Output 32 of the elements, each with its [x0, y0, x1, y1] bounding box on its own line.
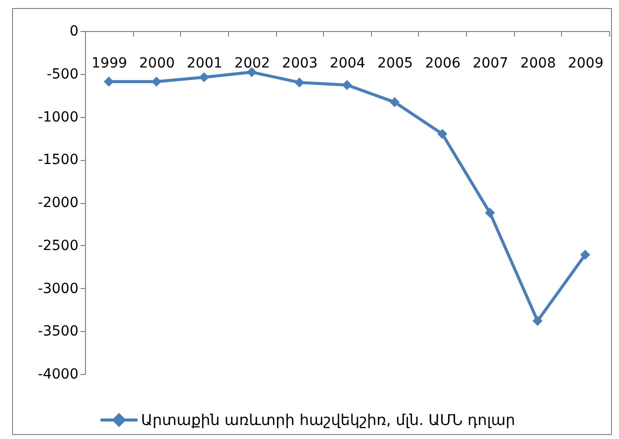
y-tick-label: -1000 [38, 109, 78, 126]
point [199, 72, 210, 82]
legend-label: Արտաքին առևտրի հաշվեկշիռ, մլն. ԱՄՆ դոլար [141, 411, 516, 429]
x-tick-label: 2007 [472, 56, 508, 72]
point [104, 76, 114, 87]
point [532, 316, 543, 326]
x-tick-label: 2004 [330, 56, 366, 72]
y-tick-label: -1500 [38, 152, 78, 168]
x-tick-label: 2008 [520, 56, 556, 72]
x-tick-label: 1999 [92, 56, 128, 72]
point [437, 128, 448, 139]
x-tick-label: 2006 [424, 56, 461, 72]
y-tick-label: -4000 [38, 366, 78, 382]
y-tick-label: -2500 [38, 238, 78, 254]
point [246, 67, 257, 78]
x-tick-label: 2001 [186, 56, 222, 72]
point [294, 77, 304, 88]
point [484, 208, 495, 218]
x-tick-label: 2002 [234, 56, 270, 72]
x-tick-label: 2009 [568, 56, 604, 72]
y-tick-label: -3500 [38, 324, 78, 340]
point [151, 76, 162, 87]
x-tick-label: 2005 [377, 56, 413, 72]
x-tick-label: 2003 [282, 56, 318, 72]
y-tick-label: -3000 [38, 280, 78, 297]
x-tick-label: 2000 [139, 56, 175, 72]
y-tick-label: 0 [70, 24, 78, 40]
y-tick-label: -2000 [38, 195, 78, 211]
point [342, 80, 352, 90]
y-tick-label: -500 [46, 66, 78, 82]
point [580, 250, 590, 260]
point [390, 97, 400, 108]
